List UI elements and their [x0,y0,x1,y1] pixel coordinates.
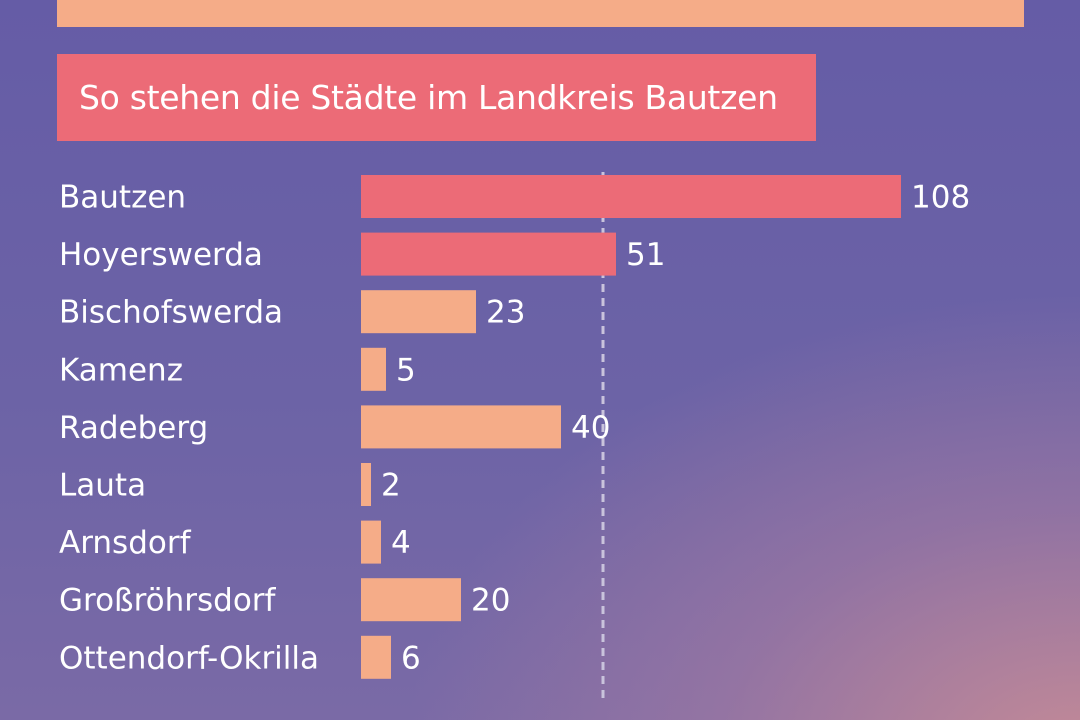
category-label: Lauta [59,468,146,504]
bar [361,232,616,276]
value-label: 23 [486,295,525,331]
category-label: Bischofswerda [59,295,283,331]
category-label: Großröhrsdorf [59,583,277,619]
value-label: 20 [471,583,510,619]
category-label: Hoyerswerda [59,237,263,273]
category-label: Ottendorf-Okrilla [59,640,319,676]
value-label: 6 [401,640,421,676]
bar [361,290,476,334]
top-banner [57,0,1024,27]
bar [361,578,461,622]
bar [361,347,386,391]
chart-title: So stehen die Städte im Landkreis Bautze… [79,78,778,117]
category-label: Arnsdorf [59,525,192,561]
value-label: 51 [626,237,665,273]
category-label: Bautzen [59,180,186,216]
bar [361,635,391,679]
value-label: 4 [391,525,411,561]
value-label: 108 [911,180,970,216]
category-label: Radeberg [59,410,208,446]
chart-title-box: So stehen die Städte im Landkreis Bautze… [57,54,816,141]
value-label: 40 [571,410,610,446]
bar [361,463,371,506]
category-label: Kamenz [59,352,183,388]
value-label: 2 [381,468,401,504]
bar [361,520,381,564]
bar [361,175,901,218]
value-label: 5 [396,352,416,388]
bar [361,405,561,449]
